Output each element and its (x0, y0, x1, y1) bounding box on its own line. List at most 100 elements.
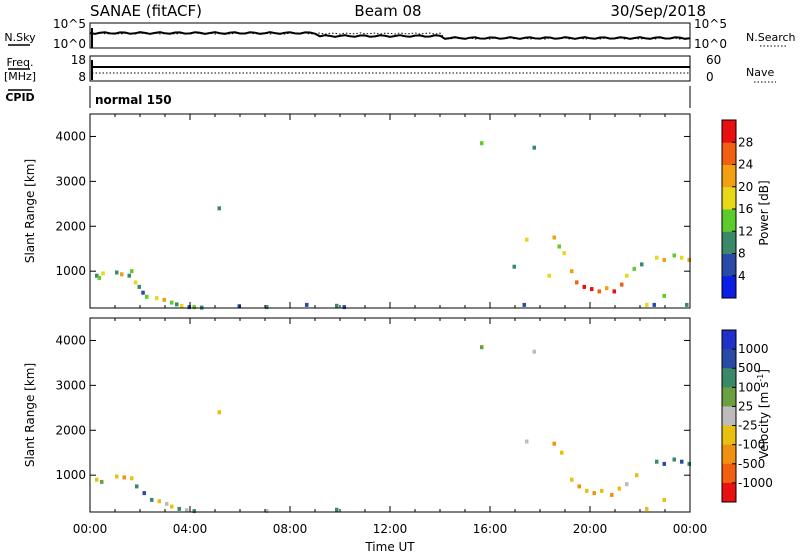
velocity-cell (662, 461, 666, 466)
velocity-colorbar-tick: -25 (738, 419, 758, 433)
figure-title: SANAE (fitACF) (90, 2, 202, 20)
velocity-cell (135, 484, 139, 489)
velocity-cell (130, 476, 134, 481)
cpid-label: CPID (5, 91, 34, 104)
velocity-ytick-label: 2000 (55, 423, 86, 437)
freq-left-tick-high: 18 (71, 53, 86, 67)
velocity-colorbar-swatch (722, 444, 736, 465)
power-cell (582, 284, 586, 289)
time-xtick-label: 16:00 (473, 522, 508, 536)
velocity-cell (150, 497, 154, 502)
power-colorbar-swatches: 4 8 12 16 20 24 28 (721, 119, 753, 299)
power-colorbar-tick: 8 (738, 247, 746, 261)
power-cell (95, 273, 99, 278)
power-ytick-label: 4000 (55, 129, 86, 143)
power-cell (640, 262, 644, 267)
velocity-cell (625, 482, 629, 487)
velocity-plot-frame (89, 317, 691, 513)
power-cell (655, 255, 659, 260)
velocity-cell (610, 492, 614, 497)
time-xtick-label: 00:00 (673, 522, 708, 536)
power-cell (645, 302, 649, 307)
time-xtick-label: 20:00 (573, 522, 608, 536)
power-cell (180, 303, 184, 308)
noise-left-tick-high: 10^5 (53, 17, 86, 31)
power-colorbar-swatch (722, 209, 736, 232)
velocity-colorbar-swatch (722, 463, 736, 484)
power-ylabel: Slant Range [km] (23, 159, 37, 263)
nave-label: Nave (746, 66, 774, 79)
power-cell (305, 302, 309, 307)
power-colorbar-swatch (722, 275, 736, 299)
power-cell (547, 273, 551, 278)
power-yticks: 1000 2000 3000 4000 (55, 114, 691, 308)
power-cell (562, 251, 566, 256)
power-cell (512, 264, 516, 269)
velocity-cell (480, 345, 484, 350)
velocity-colorbar-swatch (722, 482, 736, 503)
time-xtick-label: 12:00 (373, 522, 408, 536)
power-cell (632, 266, 636, 271)
power-colorbar: 4 8 12 16 20 24 28 Power [dB] (721, 119, 771, 299)
velocity-yticks: 1000 2000 3000 4000 (55, 318, 691, 512)
power-cell (335, 303, 339, 308)
velocity-cell (525, 439, 529, 444)
cpid-mode: normal 150 (95, 93, 172, 107)
velocity-cell (687, 461, 691, 466)
power-colorbar-tick: 4 (738, 269, 746, 283)
velocity-colorbar-tick: 100 (738, 380, 761, 394)
velocity-cell (142, 491, 146, 496)
cpid-panel: CPID normal 150 (5, 86, 691, 108)
velocity-cell (170, 504, 174, 509)
power-colorbar-tick: 28 (738, 135, 753, 149)
power-cell (115, 270, 119, 275)
velocity-cell (552, 441, 556, 446)
power-colorbar-swatch (722, 120, 736, 143)
power-cell (133, 280, 138, 285)
freq-right-tick-high: 60 (706, 53, 721, 67)
power-cell (97, 275, 101, 280)
power-colorbar-label: Power [dB] (757, 180, 771, 245)
power-colorbar-swatch (722, 142, 736, 165)
power-colorbar-swatch (722, 231, 736, 254)
velocity-colorbar-swatch (722, 330, 736, 350)
velocity-cell (100, 479, 104, 484)
velocity-cell (95, 477, 99, 482)
velocity-cell (192, 509, 196, 514)
power-ytick-label: 1000 (55, 264, 86, 278)
velocity-colorbar-swatch (722, 387, 736, 407)
velocity-cell (570, 477, 574, 482)
power-cell (175, 302, 179, 307)
power-cell (680, 255, 684, 260)
freq-right-tick-low: 0 (706, 70, 714, 84)
power-cells (95, 141, 691, 310)
power-cell (557, 244, 561, 249)
power-colorbar-swatch (722, 186, 736, 210)
power-colorbar-tick: 20 (738, 180, 753, 194)
power-ytick-label: 2000 (55, 219, 86, 233)
velocity-cell (680, 459, 684, 464)
date-label: 30/Sep/2018 (610, 2, 706, 20)
power-cell (145, 294, 149, 299)
velocity-colorbar-tick: 500 (738, 361, 761, 375)
velocity-colorbar-tick: -1000 (738, 476, 773, 490)
power-cell (687, 257, 691, 262)
power-cell (605, 286, 609, 291)
time-xtick-label: 08:00 (273, 522, 308, 536)
power-cell (532, 145, 536, 150)
velocity-cell (560, 450, 564, 455)
velocity-colorbar-tick: -500 (738, 457, 765, 471)
noise-right-tick-high: 10^5 (694, 17, 727, 31)
freq-left-tick-low: 8 (78, 70, 86, 84)
power-colorbar-swatch (722, 253, 736, 277)
noise-left-tick-low: 10^0 (53, 37, 86, 51)
velocity-cell (265, 509, 269, 514)
time-xtick-label: 00:00 (73, 522, 108, 536)
velocity-cell (635, 473, 639, 478)
velocity-cell (177, 506, 181, 511)
power-cell (137, 284, 141, 289)
velocity-cell (165, 501, 169, 506)
power-panel: 1000 2000 3000 4000 Slant Range [km] (23, 113, 691, 310)
power-cell (575, 280, 579, 285)
